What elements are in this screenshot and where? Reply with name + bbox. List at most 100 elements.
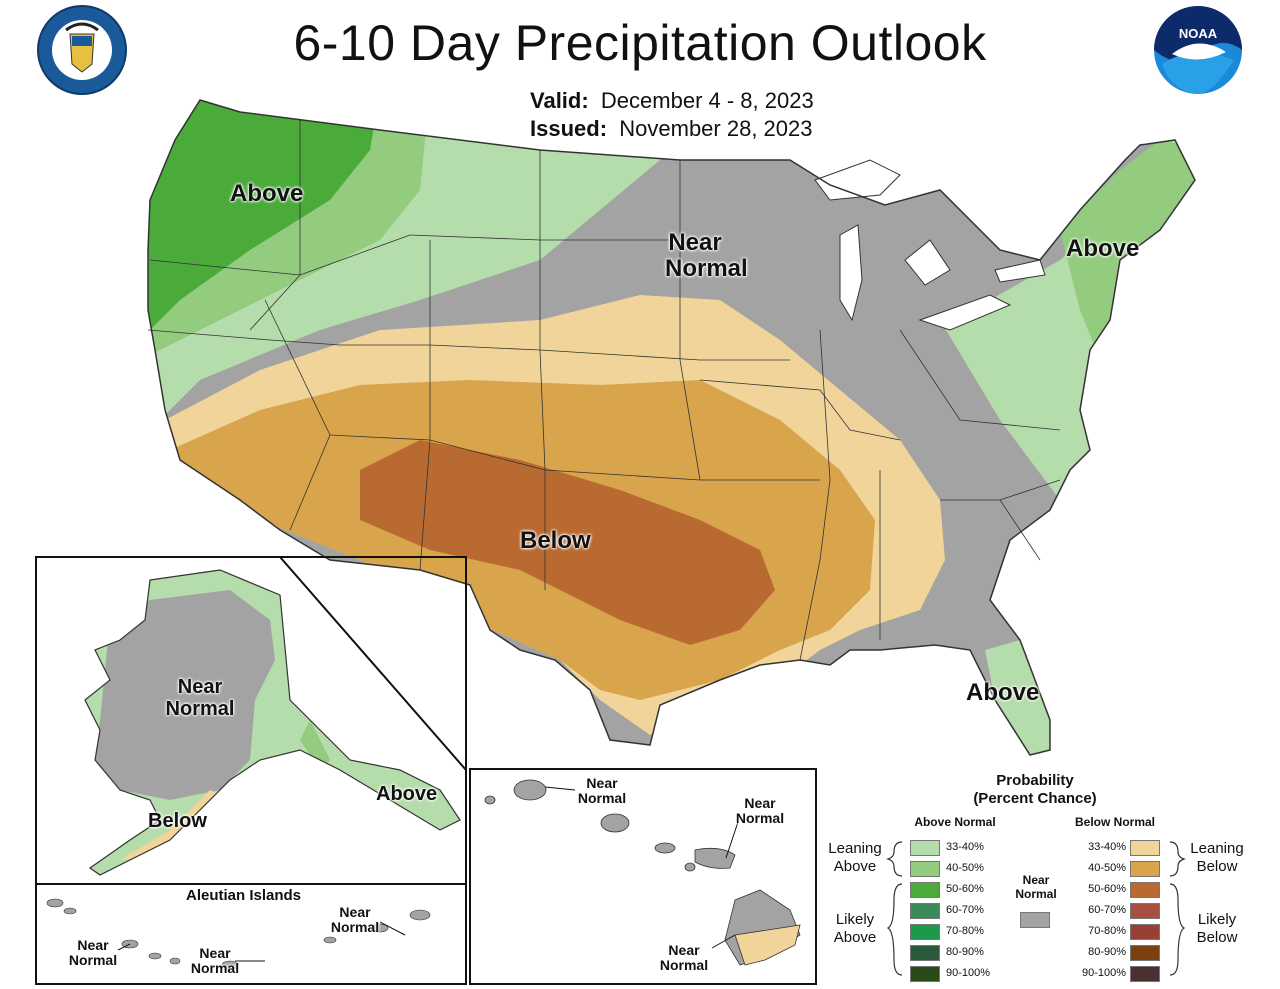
aleutian-label-mid-1: Near	[199, 945, 231, 961]
legend-likely-above-1: Likely	[835, 911, 875, 928]
legend-below-range-label: 40-50%	[1088, 862, 1126, 874]
legend-likely-above: Likely Above	[822, 911, 888, 947]
legend-leaning-below: Leaning Below	[1182, 840, 1252, 876]
probability-legend: Probability (Percent Chance) Above Norma…	[820, 770, 1260, 985]
aleutian-label-right: Near Normal	[326, 904, 384, 936]
legend-leaning-above-2: Above	[833, 858, 877, 875]
legend-below-swatch	[1130, 966, 1160, 982]
legend-above-swatch	[910, 945, 940, 961]
legend-above-range-label: 70-80%	[946, 925, 984, 937]
alaska-label-south: Below	[148, 810, 207, 832]
alaska-label-interior-2: Normal	[165, 698, 235, 720]
legend-above-swatch	[910, 861, 940, 877]
hawaii-label-maui-2: Normal	[735, 810, 785, 827]
legend-above-range-label: 80-90%	[946, 946, 984, 958]
hawaii-label-kauai-1: Near	[586, 775, 618, 791]
legend-leaning-below-2: Below	[1196, 858, 1238, 875]
conus-label-northeast: Above	[1066, 235, 1140, 262]
lake-michigan	[839, 224, 863, 322]
above-33-fl	[985, 640, 1050, 755]
hawaii-leaders	[544, 786, 739, 949]
hawaii-label-maui-1: Near	[744, 795, 776, 811]
conus-label-north-central-1: Near	[668, 229, 722, 256]
legend-below-swatch	[1130, 903, 1160, 919]
conus-label-north-central-2: Normal	[665, 255, 748, 283]
alaska-outline	[84, 569, 461, 876]
issued-label: Issued:	[530, 116, 608, 141]
legend-above-swatch	[910, 966, 940, 982]
issued-line: Issued: November 28, 2023	[530, 116, 813, 142]
aleutian-label-left: Near Normal	[64, 937, 122, 969]
page-title: 6-10 Day Precipitation Outlook	[293, 15, 987, 71]
hawaii-label-kauai: Near Normal	[572, 775, 632, 807]
legend-near-1: Near	[1022, 873, 1050, 887]
conus-label-northwest: Above	[230, 180, 304, 207]
aleutian-inset-frame	[35, 883, 467, 985]
legend-below-swatch	[1130, 861, 1160, 877]
hawaii-label-big-island-1: Near	[668, 942, 700, 958]
aleutian-label-left-1: Near	[77, 937, 109, 953]
valid-line: Valid: December 4 - 8, 2023	[530, 88, 814, 114]
department-of-commerce-seal	[37, 5, 127, 95]
legend-leaning-above: Leaning Above	[822, 840, 888, 876]
aleutian-label-right-1: Near	[339, 904, 371, 920]
valid-value: December 4 - 8, 2023	[600, 88, 814, 113]
legend-below-range-label: 60-70%	[1088, 904, 1126, 916]
legend-above-range-label: 60-70%	[946, 904, 984, 916]
legend-leaning-below-1: Leaning	[1190, 840, 1244, 857]
legend-above-header: Above Normal	[914, 815, 996, 829]
legend-above-swatch	[910, 903, 940, 919]
legend-leaning-above-1: Leaning	[828, 840, 882, 857]
lake-erie	[918, 294, 1012, 331]
aleutian-islands-shapes	[46, 898, 431, 970]
aleutian-title: Aleutian Islands	[186, 887, 302, 904]
legend-title: Probability (Percent Chance)	[960, 772, 1110, 808]
legend-below-swatch	[1130, 840, 1160, 856]
conus-label-southwest: Below	[520, 527, 591, 554]
big-island-below-zone	[734, 924, 801, 966]
noaa-logo: NOAA	[1154, 6, 1242, 94]
aleutian-label-left-2: Normal	[68, 952, 118, 969]
legend-above-swatch	[910, 840, 940, 856]
legend-braces	[886, 841, 1186, 976]
below-50-sw	[360, 440, 775, 645]
conus-label-florida: Above	[966, 679, 1040, 706]
legend-title-2: (Percent Chance)	[973, 790, 1097, 807]
legend-below-header: Below Normal	[1074, 815, 1155, 829]
legend-below-range-label: 80-90%	[1088, 946, 1126, 958]
legend-above-range-label: 40-50%	[946, 862, 984, 874]
aleutian-label-mid-2: Normal	[190, 960, 240, 977]
legend-below-swatch	[1130, 882, 1160, 898]
legend-above-range-label: 90-100%	[946, 967, 991, 979]
conus-outline	[147, 99, 1196, 756]
legend-below-range-label: 70-80%	[1088, 925, 1126, 937]
legend-above-swatch	[910, 924, 940, 940]
hawaii-label-maui: Near Normal	[730, 795, 790, 827]
alaska-label-interior-1: Near	[177, 676, 223, 698]
alaska-label-southeast: Above	[376, 783, 438, 805]
aleutian-label-right-2: Normal	[330, 919, 380, 936]
issued-value: November 28, 2023	[619, 116, 813, 141]
valid-label: Valid:	[530, 88, 589, 113]
aleutian-leaders	[117, 921, 406, 962]
aleutian-label-mid: Near Normal	[186, 945, 244, 977]
legend-likely-below-2: Below	[1196, 929, 1238, 946]
legend-near-label: Near Normal	[1006, 873, 1066, 902]
legend-near-2: Normal	[1015, 887, 1057, 902]
noaa-logo-text: NOAA	[1179, 26, 1218, 41]
hawaii-label-big-island: Near Normal	[654, 942, 714, 974]
alaska-label-interior: Near Normal	[160, 676, 240, 720]
lake-superior	[814, 159, 901, 201]
legend-below-range-label: 90-100%	[1081, 967, 1126, 979]
legend-title-1: Probability	[996, 772, 1074, 789]
legend-below-range-label: 50-60%	[1088, 883, 1126, 895]
legend-below-range-label: 33-40%	[1088, 841, 1126, 853]
legend-likely-below-1: Likely	[1197, 911, 1237, 928]
legend-above-range-label: 50-60%	[946, 883, 984, 895]
conus-label-north-central: Near Normal	[665, 229, 748, 283]
legend-above-swatch	[910, 882, 940, 898]
legend-below-swatch	[1130, 924, 1160, 940]
legend-below-swatch	[1130, 945, 1160, 961]
hawaii-label-big-island-2: Normal	[659, 957, 709, 974]
